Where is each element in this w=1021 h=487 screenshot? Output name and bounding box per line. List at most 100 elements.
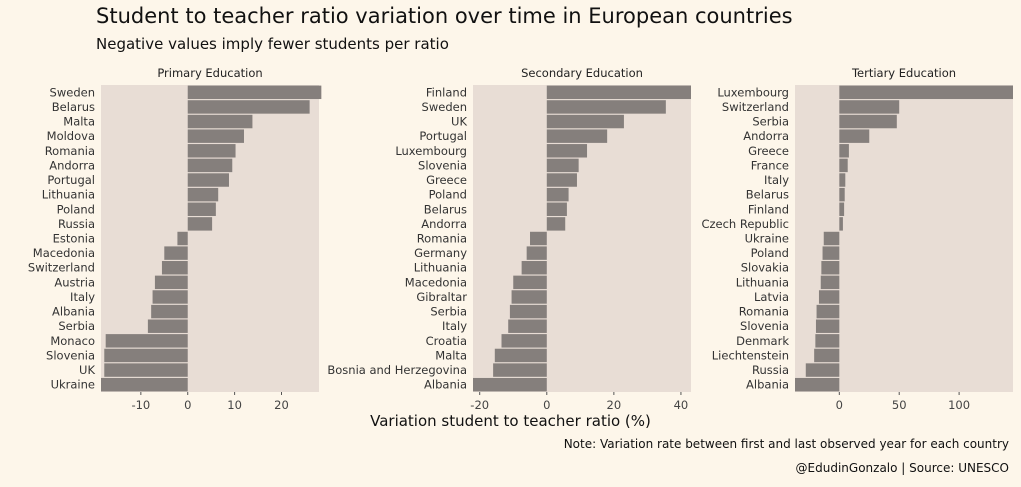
category-label: France — [751, 158, 789, 172]
category-label: Malta — [435, 348, 467, 362]
category-label: Belarus — [746, 188, 789, 202]
category-label: Portugal — [47, 173, 95, 187]
bar — [151, 304, 188, 319]
tick-label: 0 — [543, 398, 550, 412]
bar — [501, 334, 547, 348]
chart-title: Student to teacher ratio variation over … — [96, 4, 793, 28]
bar — [187, 100, 310, 114]
bar — [839, 144, 849, 158]
category-label: Austria — [54, 275, 95, 289]
bar — [187, 158, 233, 173]
category-label: Greece — [748, 144, 789, 158]
tick-label: 20 — [274, 398, 289, 412]
bar — [187, 85, 322, 100]
bar — [508, 319, 547, 333]
category-label: Poland — [429, 188, 467, 202]
bar — [164, 246, 188, 260]
bar — [839, 217, 843, 231]
category-label: Russia — [752, 363, 789, 377]
category-label: Portugal — [419, 129, 467, 143]
category-label: Denmark — [736, 334, 789, 348]
bar — [177, 231, 188, 246]
category-label: UK — [79, 363, 95, 377]
category-label: Monaco — [50, 334, 95, 348]
bar — [104, 348, 188, 363]
category-label: Greece — [426, 173, 467, 187]
bar — [187, 217, 213, 231]
bar — [839, 158, 848, 173]
category-label: Gibraltar — [416, 290, 467, 304]
bar — [187, 129, 244, 143]
bar — [152, 290, 188, 304]
category-label: Czech Republic — [701, 217, 789, 231]
panel-1: Primary Education SwedenBelarusMaltaMoldo… — [28, 66, 322, 412]
tick-label: 10 — [227, 398, 242, 412]
category-label: Moldova — [47, 129, 95, 143]
panel-title: Secondary Education — [521, 66, 643, 80]
bar — [521, 261, 547, 275]
category-label: Estonia — [53, 232, 95, 246]
category-label: Albania — [52, 305, 95, 319]
bar — [154, 275, 188, 290]
bar — [513, 275, 547, 290]
category-label: Serbia — [58, 319, 95, 333]
bar — [511, 290, 547, 304]
category-label: Belarus — [424, 202, 467, 216]
tick-label: 0 — [836, 398, 843, 412]
category-label: Macedonia — [405, 275, 467, 289]
category-label: Slovakia — [741, 261, 789, 275]
bar — [546, 158, 579, 173]
bar — [546, 144, 588, 158]
bar — [147, 319, 188, 333]
category-label: Lithuania — [42, 188, 95, 202]
bar — [820, 275, 840, 290]
bar — [839, 187, 845, 202]
bar — [822, 246, 840, 260]
tick-label: 100 — [948, 398, 970, 412]
bar — [473, 377, 547, 392]
category-label: Malta — [63, 115, 95, 129]
bar — [839, 173, 846, 187]
bar — [815, 319, 840, 333]
bar — [546, 187, 569, 202]
category-label: Latvia — [754, 290, 789, 304]
category-label: Poland — [751, 246, 789, 260]
tick-label: 40 — [674, 398, 689, 412]
category-label: Albania — [424, 378, 467, 392]
category-label: Croatia — [426, 334, 467, 348]
bar — [839, 129, 870, 143]
panel-title: Primary Education — [157, 66, 262, 80]
category-label: Slovenia — [418, 158, 467, 172]
chart-subtitle: Negative values imply fewer students per… — [96, 35, 449, 53]
bar — [546, 217, 566, 231]
bar — [105, 334, 188, 348]
bar — [546, 85, 691, 100]
bar — [546, 100, 666, 114]
bar — [187, 144, 236, 158]
category-label: Italy — [70, 290, 95, 304]
bar — [821, 261, 840, 275]
bar — [546, 173, 577, 187]
chart-note: Note: Variation rate between first and l… — [563, 437, 1009, 451]
bar — [816, 304, 840, 319]
panel-title: Tertiary Education — [851, 66, 956, 80]
category-label: Albania — [746, 378, 789, 392]
category-label: Romania — [45, 144, 95, 158]
category-label: Lithuania — [736, 275, 789, 289]
bar — [187, 173, 229, 187]
tick-label: -20 — [470, 398, 489, 412]
bar — [795, 377, 840, 392]
category-label: Sweden — [422, 100, 467, 114]
category-label: Ukraine — [51, 378, 95, 392]
bar — [493, 363, 547, 377]
category-label: Andorra — [421, 217, 467, 231]
tick-label: -10 — [131, 398, 150, 412]
chart-credit: @EdudinGonzalo | Source: UNESCO — [795, 461, 1009, 475]
bar — [814, 348, 840, 363]
category-label: Luxembourg — [717, 85, 789, 99]
category-label: Slovenia — [740, 319, 789, 333]
category-label: Switzerland — [722, 100, 789, 114]
bar — [187, 114, 253, 129]
